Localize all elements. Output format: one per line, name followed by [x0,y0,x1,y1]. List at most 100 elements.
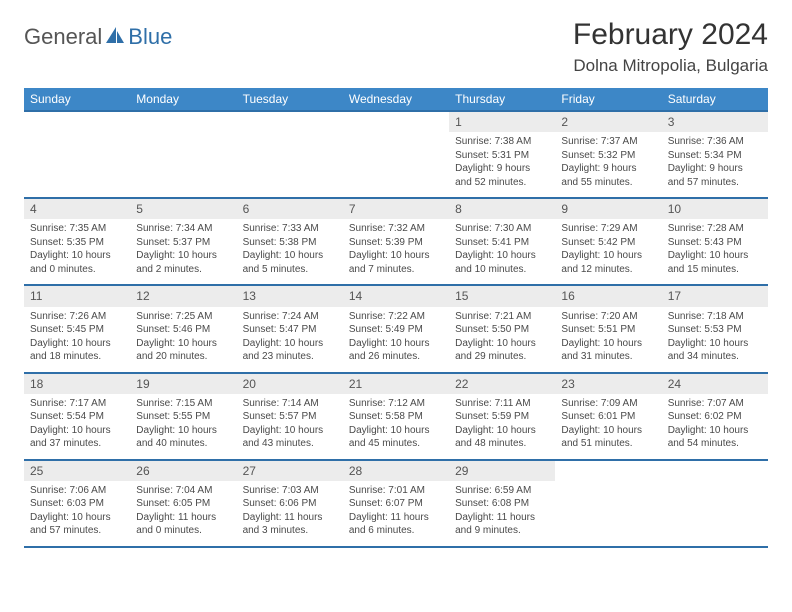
sunset-line: Sunset: 5:43 PM [668,236,762,250]
sunrise-line: Sunrise: 7:15 AM [136,397,230,411]
sunrise-line: Sunrise: 7:32 AM [349,222,443,236]
calendar-day-cell: 8Sunrise: 7:30 AMSunset: 5:41 PMDaylight… [449,198,555,285]
weekday-header: Wednesday [343,88,449,111]
sunrise-line: Sunrise: 7:28 AM [668,222,762,236]
sunset-line: Sunset: 6:01 PM [561,410,655,424]
day-number: 18 [24,374,130,394]
calendar-day-cell: 26Sunrise: 7:04 AMSunset: 6:05 PMDayligh… [130,460,236,547]
daylight-line: Daylight: 10 hours and 20 minutes. [136,337,230,364]
daylight-line: Daylight: 9 hours and 55 minutes. [561,162,655,189]
day-number: 6 [237,199,343,219]
sunset-line: Sunset: 6:05 PM [136,497,230,511]
day-number: 22 [449,374,555,394]
day-number: 5 [130,199,236,219]
calendar-week-row: 18Sunrise: 7:17 AMSunset: 5:54 PMDayligh… [24,373,768,460]
day-number: 14 [343,286,449,306]
sunset-line: Sunset: 5:34 PM [668,149,762,163]
calendar-day-cell: 19Sunrise: 7:15 AMSunset: 5:55 PMDayligh… [130,373,236,460]
calendar-day-cell: 21Sunrise: 7:12 AMSunset: 5:58 PMDayligh… [343,373,449,460]
sunset-line: Sunset: 5:31 PM [455,149,549,163]
calendar-day-cell: 2Sunrise: 7:37 AMSunset: 5:32 PMDaylight… [555,111,661,198]
sunset-line: Sunset: 6:03 PM [30,497,124,511]
sunset-line: Sunset: 5:38 PM [243,236,337,250]
sunset-line: Sunset: 5:32 PM [561,149,655,163]
sunset-line: Sunset: 5:47 PM [243,323,337,337]
sunset-line: Sunset: 5:45 PM [30,323,124,337]
calendar-day-cell: 22Sunrise: 7:11 AMSunset: 5:59 PMDayligh… [449,373,555,460]
sunrise-line: Sunrise: 7:14 AM [243,397,337,411]
daylight-line: Daylight: 10 hours and 5 minutes. [243,249,337,276]
brand-sail-icon [104,25,126,50]
sunrise-line: Sunrise: 7:01 AM [349,484,443,498]
daylight-line: Daylight: 10 hours and 34 minutes. [668,337,762,364]
day-number: 3 [662,112,768,132]
sunset-line: Sunset: 5:46 PM [136,323,230,337]
sunrise-line: Sunrise: 7:34 AM [136,222,230,236]
calendar-day-cell: 24Sunrise: 7:07 AMSunset: 6:02 PMDayligh… [662,373,768,460]
calendar-day-cell: 14Sunrise: 7:22 AMSunset: 5:49 PMDayligh… [343,285,449,372]
calendar-body: 1Sunrise: 7:38 AMSunset: 5:31 PMDaylight… [24,111,768,547]
daylight-line: Daylight: 10 hours and 37 minutes. [30,424,124,451]
sunrise-line: Sunrise: 7:03 AM [243,484,337,498]
weekday-header: Friday [555,88,661,111]
daylight-line: Daylight: 10 hours and 7 minutes. [349,249,443,276]
sunset-line: Sunset: 5:42 PM [561,236,655,250]
calendar-day-cell: 10Sunrise: 7:28 AMSunset: 5:43 PMDayligh… [662,198,768,285]
day-number: 8 [449,199,555,219]
sunset-line: Sunset: 5:41 PM [455,236,549,250]
sunrise-line: Sunrise: 7:26 AM [30,310,124,324]
calendar-empty-cell [24,111,130,198]
sunrise-line: Sunrise: 7:17 AM [30,397,124,411]
day-number: 27 [237,461,343,481]
daylight-line: Daylight: 9 hours and 57 minutes. [668,162,762,189]
sunrise-line: Sunrise: 7:24 AM [243,310,337,324]
sunset-line: Sunset: 5:58 PM [349,410,443,424]
day-number: 4 [24,199,130,219]
day-number: 24 [662,374,768,394]
calendar-empty-cell [343,111,449,198]
sunset-line: Sunset: 5:55 PM [136,410,230,424]
daylight-line: Daylight: 10 hours and 2 minutes. [136,249,230,276]
day-number: 29 [449,461,555,481]
calendar-day-cell: 23Sunrise: 7:09 AMSunset: 6:01 PMDayligh… [555,373,661,460]
sunrise-line: Sunrise: 7:09 AM [561,397,655,411]
sunset-line: Sunset: 5:57 PM [243,410,337,424]
calendar-day-cell: 20Sunrise: 7:14 AMSunset: 5:57 PMDayligh… [237,373,343,460]
day-number: 21 [343,374,449,394]
calendar-week-row: 1Sunrise: 7:38 AMSunset: 5:31 PMDaylight… [24,111,768,198]
calendar-day-cell: 5Sunrise: 7:34 AMSunset: 5:37 PMDaylight… [130,198,236,285]
sunset-line: Sunset: 5:51 PM [561,323,655,337]
day-number: 17 [662,286,768,306]
calendar-day-cell: 25Sunrise: 7:06 AMSunset: 6:03 PMDayligh… [24,460,130,547]
calendar-day-cell: 1Sunrise: 7:38 AMSunset: 5:31 PMDaylight… [449,111,555,198]
sunrise-line: Sunrise: 7:38 AM [455,135,549,149]
calendar-day-cell: 15Sunrise: 7:21 AMSunset: 5:50 PMDayligh… [449,285,555,372]
brand-logo: General Blue [24,24,172,50]
daylight-line: Daylight: 10 hours and 57 minutes. [30,511,124,538]
daylight-line: Daylight: 10 hours and 43 minutes. [243,424,337,451]
sunrise-line: Sunrise: 7:07 AM [668,397,762,411]
daylight-line: Daylight: 9 hours and 52 minutes. [455,162,549,189]
day-number: 16 [555,286,661,306]
weekday-header-row: SundayMondayTuesdayWednesdayThursdayFrid… [24,88,768,111]
day-number: 10 [662,199,768,219]
calendar-day-cell: 6 Sunrise: 7:33 AMSunset: 5:38 PMDaylight… [237,198,343,285]
day-number: 13 [237,286,343,306]
brand-general: General [24,24,102,50]
weekday-header: Monday [130,88,236,111]
sunset-line: Sunset: 5:54 PM [30,410,124,424]
daylight-line: Daylight: 10 hours and 23 minutes. [243,337,337,364]
sunrise-line: Sunrise: 7:33 AM [243,222,337,236]
sunset-line: Sunset: 6:06 PM [243,497,337,511]
sunrise-line: Sunrise: 7:04 AM [136,484,230,498]
calendar-empty-cell [237,111,343,198]
calendar-day-cell: 18 Sunrise: 7:17 AMSunset: 5:54 PMDayligh… [24,373,130,460]
daylight-line: Daylight: 10 hours and 29 minutes. [455,337,549,364]
day-number: 23 [555,374,661,394]
calendar-week-row: 25Sunrise: 7:06 AMSunset: 6:03 PMDayligh… [24,460,768,547]
sunrise-line: Sunrise: 7:29 AM [561,222,655,236]
sunset-line: Sunset: 6:02 PM [668,410,762,424]
daylight-line: Daylight: 10 hours and 0 minutes. [30,249,124,276]
daylight-line: Daylight: 11 hours and 9 minutes. [455,511,549,538]
day-number: 15 [449,286,555,306]
